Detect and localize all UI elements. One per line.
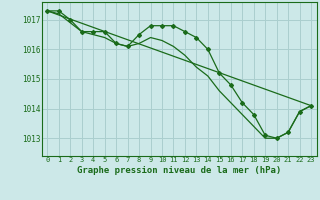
X-axis label: Graphe pression niveau de la mer (hPa): Graphe pression niveau de la mer (hPa) xyxy=(77,166,281,175)
